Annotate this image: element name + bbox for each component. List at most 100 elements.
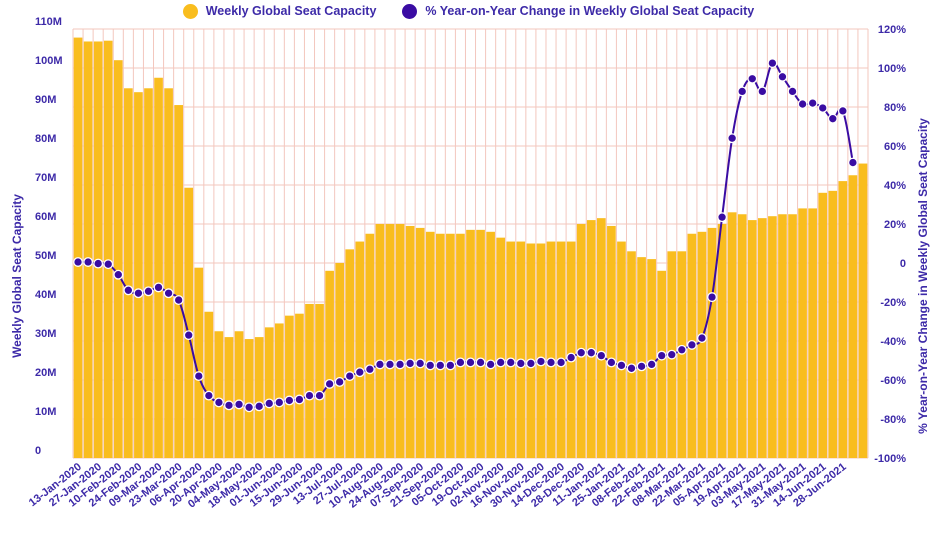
yoy-change-point: [374, 359, 385, 370]
right-axis-title: % Year-on-Year Change in Weekly Global S…: [916, 118, 930, 434]
capacity-bar: [657, 270, 667, 458]
capacity-bar: [818, 192, 828, 459]
yoy-change-point: [193, 371, 204, 382]
yoy-change-point: [767, 58, 778, 69]
capacity-bar: [435, 233, 445, 458]
capacity-bar: [355, 241, 365, 458]
capacity-bar: [586, 220, 596, 458]
capacity-bar: [506, 241, 516, 458]
right-tick-label: -100%: [874, 453, 906, 465]
yoy-change-point: [596, 350, 607, 361]
yoy-change-point: [385, 359, 395, 370]
yoy-change-point: [465, 357, 476, 368]
yoy-change-point: [727, 133, 738, 144]
yoy-change-point: [495, 357, 506, 368]
legend-label-seat-capacity: Weekly Global Seat Capacity: [205, 4, 377, 18]
capacity-bar: [476, 229, 485, 458]
left-tick-label: 30M: [35, 328, 56, 340]
yoy-change-point: [505, 357, 516, 368]
capacity-bar: [788, 214, 797, 458]
left-tick-label: 50M: [35, 250, 56, 262]
yoy-change-point: [666, 349, 677, 360]
capacity-bar: [184, 187, 194, 459]
yoy-change-point: [264, 398, 275, 409]
capacity-bar: [305, 303, 314, 458]
capacity-bar: [365, 233, 375, 458]
left-tick-label: 110M: [35, 16, 62, 28]
left-tick-label: 10M: [35, 406, 56, 418]
capacity-bar: [526, 243, 536, 458]
right-tick-label: -40%: [880, 336, 906, 348]
capacity-bar: [848, 175, 858, 458]
yoy-change-point: [254, 401, 265, 412]
capacity-bar: [556, 241, 566, 458]
yoy-change-point: [244, 402, 255, 413]
yoy-change-point: [324, 378, 335, 389]
right-tick-label: 20%: [884, 219, 906, 231]
yoy-change-point: [757, 86, 768, 97]
capacity-bar: [405, 225, 415, 458]
capacity-bar: [737, 214, 747, 458]
capacity-bar: [637, 257, 646, 458]
yoy-change-point: [163, 288, 174, 299]
capacity-bar: [828, 190, 838, 458]
capacity-bar: [154, 77, 163, 458]
chart-legend: Weekly Global Seat Capacity % Year-on-Ye…: [0, 2, 937, 20]
capacity-bar: [73, 37, 83, 459]
capacity-bar: [496, 237, 506, 458]
yoy-change-point: [294, 394, 305, 405]
capacity-bar: [717, 224, 727, 458]
capacity-bar: [838, 181, 848, 458]
capacity-bar: [144, 88, 153, 458]
capacity-bar: [758, 218, 767, 458]
right-tick-label: 0: [900, 258, 906, 270]
capacity-bar: [315, 303, 324, 458]
legend-item-yoy-change[interactable]: % Year-on-Year Change in Weekly Global S…: [402, 2, 754, 20]
capacity-bar: [536, 243, 546, 458]
capacity-bar: [425, 231, 435, 458]
capacity-bar: [727, 212, 737, 458]
yoy-change-point: [415, 358, 426, 369]
yoy-change-point: [777, 71, 788, 82]
capacity-bar: [516, 241, 526, 458]
yoy-change-point: [697, 333, 707, 344]
legend-swatch-seat-capacity: [182, 3, 198, 19]
capacity-bar: [798, 208, 807, 458]
capacity-bar: [164, 88, 173, 458]
yoy-change-point: [304, 390, 315, 401]
yoy-change-point: [837, 105, 848, 116]
left-tick-label: 100M: [35, 55, 63, 67]
capacity-bar: [385, 224, 395, 458]
yoy-change-point: [73, 257, 83, 267]
capacity-bar: [778, 214, 787, 458]
yoy-change-point: [113, 269, 124, 280]
yoy-change-point: [395, 359, 406, 370]
yoy-change-point: [546, 357, 556, 368]
legend-item-seat-capacity[interactable]: Weekly Global Seat Capacity: [182, 2, 377, 20]
yoy-change-point: [827, 113, 838, 124]
capacity-bar: [546, 241, 556, 458]
capacity-bar: [596, 218, 606, 458]
left-tick-label: 40M: [35, 289, 56, 301]
yoy-change-point: [707, 292, 717, 303]
left-axis-title: Weekly Global Seat Capacity: [10, 194, 24, 358]
capacity-bar: [113, 60, 123, 458]
capacity-bar: [446, 233, 455, 458]
yoy-change-point: [515, 358, 526, 369]
yoy-change-point: [636, 361, 647, 372]
capacity-bar: [415, 227, 425, 458]
yoy-change-point: [93, 258, 104, 269]
line-layer: [73, 58, 858, 413]
capacity-bar: [768, 216, 777, 458]
capacity-bar: [204, 311, 214, 458]
capacity-bar: [345, 249, 355, 458]
yoy-change-point: [133, 288, 144, 299]
yoy-change-point: [455, 357, 466, 368]
bars-layer: [73, 37, 868, 459]
yoy-change-point: [475, 357, 486, 368]
yoy-change-point: [485, 359, 496, 370]
capacity-bar: [83, 41, 93, 458]
yoy-change-point: [314, 390, 325, 401]
yoy-change-point: [334, 377, 345, 387]
